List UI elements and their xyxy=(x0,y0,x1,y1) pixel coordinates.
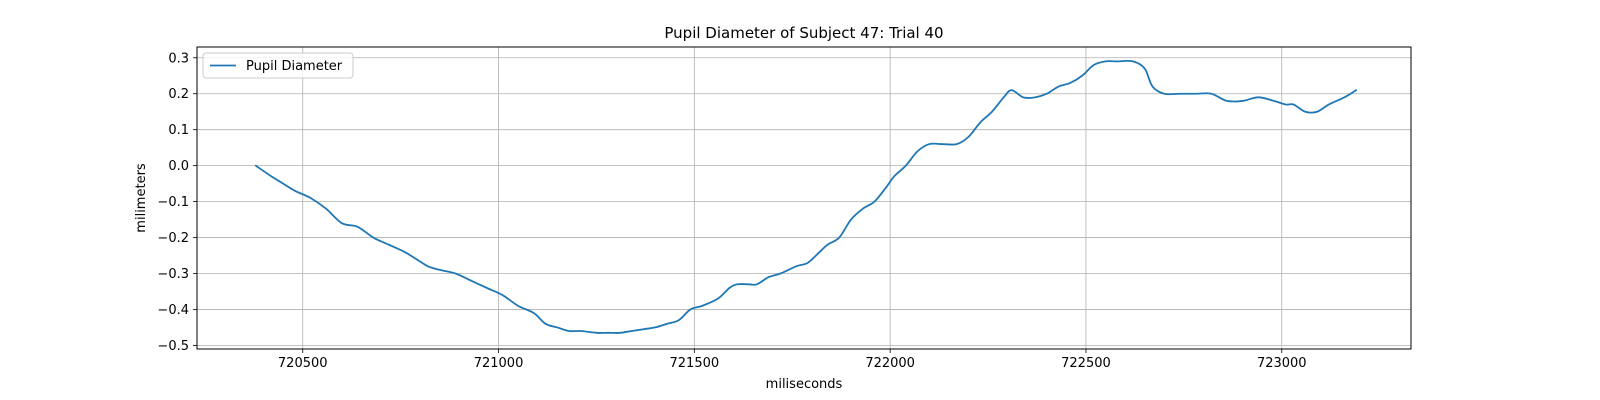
grid xyxy=(197,47,1411,349)
x-tick-label: 721500 xyxy=(670,356,720,371)
x-axis-title: miliseconds xyxy=(766,377,843,392)
chart-title: Pupil Diameter of Subject 47: Trial 40 xyxy=(664,24,943,42)
y-tick-label: 0.1 xyxy=(168,123,189,138)
y-axis-title: milimeters xyxy=(134,163,149,233)
legend: Pupil Diameter xyxy=(202,52,354,79)
x-tick-label: 723000 xyxy=(1257,356,1307,371)
y-tick-label: 0.0 xyxy=(168,159,189,174)
axes-frame xyxy=(196,46,1412,350)
x-tick-label: 722500 xyxy=(1061,356,1111,371)
y-tick-label: −0.2 xyxy=(157,231,189,246)
series-line-pupil-diameter xyxy=(254,59,1358,334)
x-tick-label: 721000 xyxy=(474,356,524,371)
y-tick-label: −0.1 xyxy=(157,195,189,210)
y-tick-label: −0.5 xyxy=(157,339,189,354)
y-tick-label: −0.4 xyxy=(157,303,189,318)
series-layer xyxy=(254,59,1358,334)
ticks: 720500 721000 721500 722000 722500 723000 −0.5… xyxy=(157,51,1306,371)
x-tick-label: 722000 xyxy=(865,356,915,371)
y-tick-label: −0.3 xyxy=(157,267,189,282)
x-tick-label: 720500 xyxy=(278,356,328,371)
legend-label-pupil-diameter: Pupil Diameter xyxy=(246,59,343,74)
legend-box xyxy=(202,52,354,79)
y-tick-label: 0.3 xyxy=(168,51,189,66)
y-tick-label: 0.2 xyxy=(168,87,189,102)
